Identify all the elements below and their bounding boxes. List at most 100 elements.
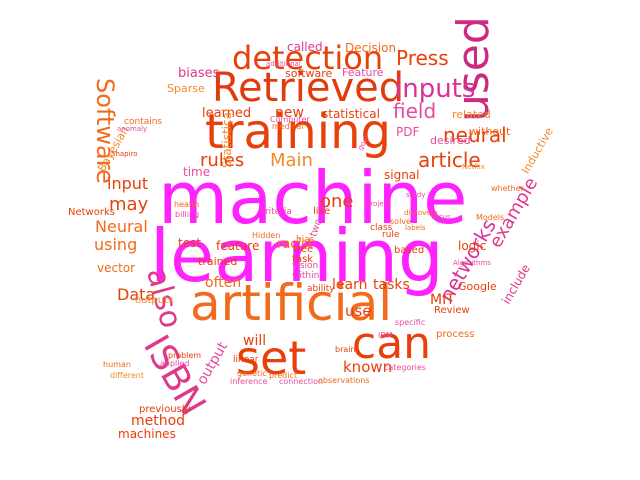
word-categories: categories <box>384 363 426 372</box>
word-field: field <box>393 99 437 123</box>
word-genetic: genetic <box>237 369 267 378</box>
word-use: use <box>345 302 372 320</box>
word-networks: Networks <box>68 207 115 218</box>
word-artificial: artificial <box>190 274 393 332</box>
word-training: training <box>205 104 391 160</box>
word-logic: logic <box>458 239 487 253</box>
word-press: Press <box>396 46 449 70</box>
word-like: like <box>313 206 331 217</box>
word-learn: learn <box>332 277 368 293</box>
word-racist: racist <box>277 237 313 252</box>
word-predict: predict <box>269 371 297 380</box>
word-project: project <box>366 200 391 208</box>
word-will: will <box>243 333 267 349</box>
word-vision: vision <box>292 261 319 271</box>
word-class: class <box>370 223 393 233</box>
word-new: new <box>275 105 304 121</box>
word-without: without <box>469 125 511 138</box>
word-software: software <box>285 67 333 80</box>
word-review: Review <box>434 305 470 316</box>
word-solve: solve <box>390 217 411 226</box>
word-anomaly: anomaly <box>117 125 148 133</box>
word-known: known <box>343 358 393 376</box>
word-bias: bias <box>296 235 315 245</box>
word-used: used <box>448 16 499 122</box>
word-statistical: statistical <box>322 107 380 121</box>
word-outputs: outputs <box>135 295 174 306</box>
word-vector: vector <box>97 261 136 275</box>
word-machines: machines <box>118 427 176 441</box>
word-computer: Computer <box>270 115 310 124</box>
word-within: within <box>292 271 320 281</box>
word-ability: ability <box>307 284 335 294</box>
word-method: method <box>131 413 186 429</box>
word-can: can <box>352 318 432 369</box>
word-output: output <box>194 339 232 388</box>
word-connection: connection <box>279 377 324 386</box>
word-observations: observations <box>318 376 370 385</box>
word-previously: previously <box>139 404 191 415</box>
word-discovery: discovery <box>404 209 438 217</box>
word-detection: detection <box>232 39 384 77</box>
word-neural: Neural <box>95 217 148 236</box>
word-learned: learned <box>202 106 252 121</box>
word-feature: feature <box>216 239 260 253</box>
word-input: input <box>107 174 149 193</box>
word-billing: billing <box>175 210 200 219</box>
word-study: study <box>406 191 426 199</box>
word-focus: focus <box>432 213 451 221</box>
word-desired: desired <box>430 134 471 147</box>
word-inference: inference <box>230 377 268 386</box>
word-trained: trained <box>198 255 238 268</box>
word-inputs: inputs <box>395 74 476 104</box>
word-hidden: Hidden <box>252 231 281 240</box>
word-using: using <box>94 235 138 254</box>
word-data: Data <box>117 285 156 304</box>
word-signal: signal <box>384 168 420 182</box>
word-mit: MIT <box>430 292 455 308</box>
word-decision: Decision <box>345 41 397 55</box>
word-inductive: Inductive <box>519 125 556 176</box>
word-problem: problem <box>168 351 202 360</box>
word-neural: neural <box>443 123 507 147</box>
word-algorithms: Algorithms <box>453 259 491 267</box>
word-learning: learning <box>150 214 444 298</box>
word-main: Main <box>270 150 313 171</box>
word-often: often <box>205 275 242 291</box>
word-called: called <box>287 40 323 54</box>
word-brain: brain <box>335 345 356 354</box>
word-applied: applied <box>160 359 190 368</box>
word-one: one <box>320 191 354 212</box>
word-contains: contains <box>124 117 163 127</box>
word-labels: labels <box>405 224 426 232</box>
word-google: Google <box>458 280 497 293</box>
word-additional: additional <box>266 60 301 68</box>
word-tasks: tasks <box>373 277 410 293</box>
word-whether: whether <box>491 184 524 193</box>
word-retrieved: Retrieved <box>212 65 405 111</box>
word-machine: machine <box>158 156 468 240</box>
word-related: related <box>452 108 491 121</box>
word-article: article <box>418 148 481 172</box>
word-netflix: Netflix <box>462 163 485 171</box>
word-human: human <box>103 360 131 369</box>
word-biases: biases <box>178 66 220 81</box>
word-process: process <box>436 329 475 340</box>
word-sparse: Sparse <box>167 82 205 95</box>
word-include: include <box>499 261 534 307</box>
word-test: test <box>178 236 202 250</box>
word-task: task <box>292 254 314 265</box>
word-models: Models <box>476 213 505 222</box>
word-feature: Feature <box>342 66 384 79</box>
word-medical: medical <box>272 122 304 131</box>
word-pdf: PDF <box>396 125 420 139</box>
word-based: based <box>394 245 425 256</box>
word-rule: rule <box>382 230 400 240</box>
word-set: set <box>236 331 307 385</box>
word-statistical: Statistical <box>220 108 234 168</box>
word-time: time <box>183 165 211 179</box>
word-health: health <box>174 200 200 209</box>
word-may: may <box>109 194 149 215</box>
word-rules: rules <box>200 150 245 171</box>
